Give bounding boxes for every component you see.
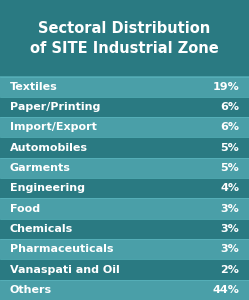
Text: 3%: 3% (220, 204, 239, 214)
Text: Food: Food (10, 204, 40, 214)
Text: Sectoral Distribution
of SITE Industrial Zone: Sectoral Distribution of SITE Industrial… (30, 21, 219, 56)
Text: Pharmaceuticals: Pharmaceuticals (10, 244, 114, 254)
Bar (0, 117, 249, 137)
Bar (0, 239, 249, 260)
Bar (0, 178, 249, 198)
Text: Others: Others (10, 285, 52, 295)
Bar (0, 280, 249, 300)
Text: 44%: 44% (212, 285, 239, 295)
Bar (0, 76, 249, 97)
Text: Paper/Printing: Paper/Printing (10, 102, 100, 112)
Text: Vanaspati and Oil: Vanaspati and Oil (10, 265, 120, 275)
Text: Chemicals: Chemicals (10, 224, 73, 234)
Text: 2%: 2% (220, 265, 239, 275)
Bar (0, 0, 249, 76)
Text: Automobiles: Automobiles (10, 142, 88, 153)
Text: 6%: 6% (220, 102, 239, 112)
Text: 5%: 5% (220, 163, 239, 173)
Text: 4%: 4% (220, 183, 239, 193)
Bar (0, 97, 249, 117)
Bar (0, 137, 249, 158)
Text: 19%: 19% (212, 82, 239, 92)
Text: Import/Export: Import/Export (10, 122, 97, 132)
Text: 3%: 3% (220, 224, 239, 234)
Text: Textiles: Textiles (10, 82, 58, 92)
Bar (0, 219, 249, 239)
Text: Engineering: Engineering (10, 183, 85, 193)
Text: 6%: 6% (220, 122, 239, 132)
Text: 5%: 5% (220, 142, 239, 153)
Text: 3%: 3% (220, 244, 239, 254)
Bar (0, 158, 249, 178)
Bar (0, 198, 249, 219)
Bar (0, 260, 249, 280)
Text: Garments: Garments (10, 163, 71, 173)
